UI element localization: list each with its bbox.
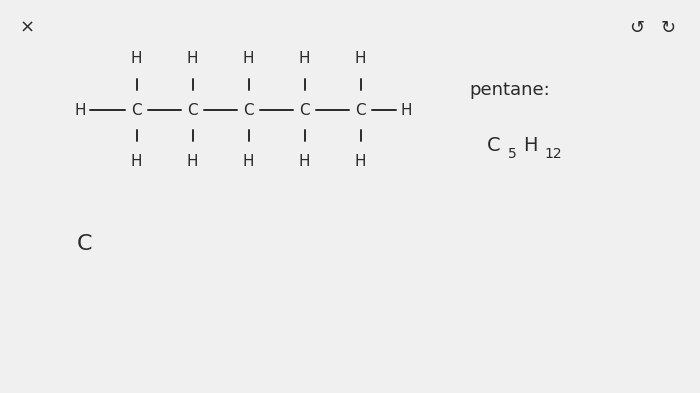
Text: H: H xyxy=(524,136,538,155)
Text: C: C xyxy=(355,103,366,118)
Text: H: H xyxy=(243,51,254,66)
Text: C: C xyxy=(299,103,310,118)
Text: 12: 12 xyxy=(545,147,562,161)
Text: H: H xyxy=(400,103,412,118)
Text: H: H xyxy=(75,103,86,118)
Text: H: H xyxy=(299,51,310,66)
Text: H: H xyxy=(243,154,254,169)
Text: H: H xyxy=(131,154,142,169)
Text: pentane:: pentane: xyxy=(469,81,550,99)
Text: ×: × xyxy=(19,18,34,37)
Text: ↻: ↻ xyxy=(661,18,676,37)
Text: H: H xyxy=(187,51,198,66)
Text: C: C xyxy=(243,103,254,118)
Text: 5: 5 xyxy=(508,147,517,161)
Text: C: C xyxy=(131,103,142,118)
Text: H: H xyxy=(299,154,310,169)
Text: C: C xyxy=(486,136,500,155)
Text: C: C xyxy=(76,234,92,253)
Text: H: H xyxy=(355,51,366,66)
Text: ↺: ↺ xyxy=(629,18,645,37)
Text: C: C xyxy=(187,103,198,118)
Text: H: H xyxy=(187,154,198,169)
Text: H: H xyxy=(355,154,366,169)
Text: H: H xyxy=(131,51,142,66)
